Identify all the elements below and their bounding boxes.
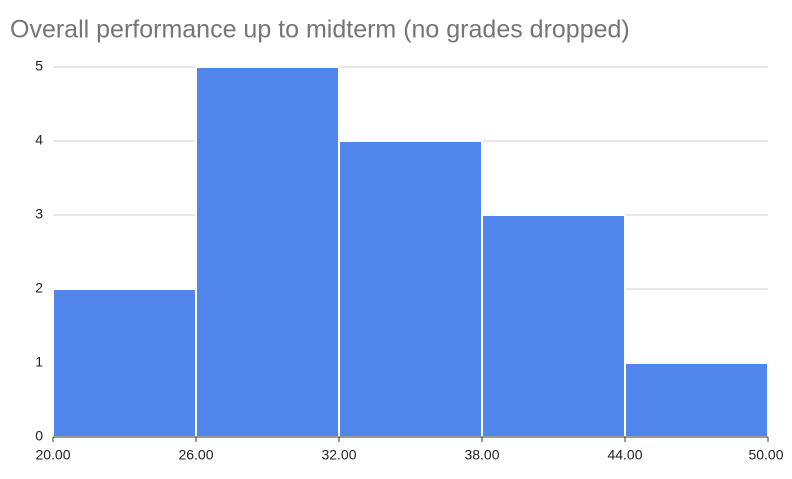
x-tick-label: 44.00 xyxy=(607,447,642,463)
x-tick-label: 20.00 xyxy=(35,447,70,463)
x-tick-label: 50.00 xyxy=(748,447,783,463)
x-tick-label: 32.00 xyxy=(321,447,356,463)
y-tick-label: 3 xyxy=(35,206,43,222)
bar xyxy=(338,140,483,438)
chart-title: Overall performance up to midterm (no gr… xyxy=(10,16,630,44)
y-tick-label: 1 xyxy=(35,354,43,370)
y-tick-label: 0 xyxy=(35,428,43,444)
x-tick-label: 26.00 xyxy=(178,447,213,463)
x-tick-label: 38.00 xyxy=(464,447,499,463)
y-tick-label: 5 xyxy=(35,58,43,74)
y-tick-label: 2 xyxy=(35,280,43,296)
bar xyxy=(481,214,626,438)
bar xyxy=(195,66,340,438)
y-tick-label: 4 xyxy=(35,132,43,148)
bar xyxy=(624,362,769,438)
bar xyxy=(52,288,197,438)
